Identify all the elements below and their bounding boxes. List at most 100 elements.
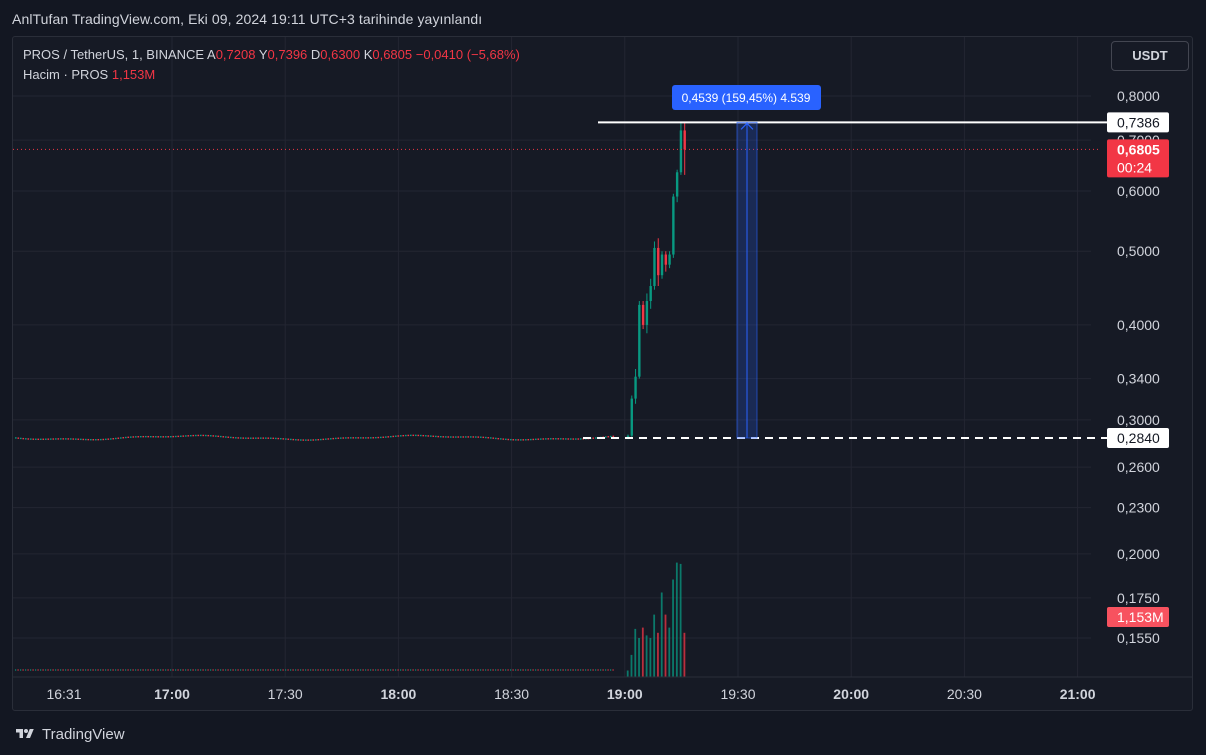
volume-bar-flat [535, 669, 537, 671]
volume-bar-flat [77, 669, 79, 671]
candle-flat [232, 436, 235, 439]
candle-flat [350, 437, 352, 439]
volume-bar-flat [310, 669, 312, 671]
volume-bar-flat [37, 669, 39, 671]
volume-bar-flat [42, 669, 44, 671]
candle-flat [242, 437, 245, 439]
volume-bar-flat [55, 669, 57, 671]
volume-bar-flat [470, 669, 472, 671]
volume-bar-flat [65, 669, 67, 671]
volume-bar-flat [575, 669, 577, 671]
volume-bar-flat [25, 669, 27, 671]
candle-flat [450, 436, 452, 438]
currency-button[interactable]: USDT [1111, 41, 1189, 71]
price-tick-label: 0,3000 [1117, 412, 1160, 428]
volume-bar-flat [450, 669, 452, 671]
volume-bar-flat [537, 669, 539, 671]
candle-flat [460, 436, 462, 438]
volume-bar-flat [477, 669, 479, 671]
candle-flat [487, 437, 490, 439]
candle-flat [507, 438, 510, 441]
candle-flat [135, 436, 137, 438]
candle-flat [610, 435, 612, 438]
volume-bar-flat [507, 669, 509, 671]
chart-canvas[interactable]: 0,4539 (159,45%) 4.539 0,80000,70000,600… [13, 37, 1193, 711]
volume-bar-flat [317, 669, 319, 671]
chart-panel[interactable]: 0,4539 (159,45%) 4.539 0,80000,70000,600… [12, 36, 1193, 711]
candle-flat [345, 437, 347, 439]
candle-flat [340, 437, 342, 439]
candle-flat [452, 436, 455, 438]
volume-bar-flat [192, 669, 194, 671]
candle-flat [225, 436, 227, 438]
volume-bar-flat [545, 669, 547, 671]
volume-bar-flat [590, 669, 592, 671]
candle-flat [415, 434, 417, 437]
volume-bar-flat [452, 669, 454, 671]
volume-bar-flat [597, 669, 599, 671]
candle-flat [70, 438, 72, 440]
volume-bar-flat [272, 669, 274, 671]
candle-flat [332, 437, 335, 440]
candle-flat [462, 436, 465, 438]
volume-bar-flat [550, 669, 552, 671]
volume-bar-flat [610, 669, 612, 671]
high-label: Y [258, 47, 268, 62]
volume-bar-flat [200, 669, 202, 671]
volume-bar-flat [172, 669, 174, 671]
volume-bar-flat [62, 669, 64, 671]
candle-flat [477, 436, 480, 438]
candle-flat [337, 437, 340, 439]
candle-flat [272, 437, 275, 440]
volume-bar-flat [260, 669, 262, 671]
candle-flat [107, 438, 110, 440]
candle-flat [255, 437, 257, 439]
volume-bar-flat [160, 669, 162, 671]
candle-body [664, 254, 667, 265]
candle-flat [325, 438, 327, 440]
volume-bar-flat [412, 669, 414, 671]
candle-flat [500, 438, 502, 440]
high-price-tag: 0,7386 [1117, 114, 1160, 130]
volume-bar-flat [527, 669, 529, 671]
candle-flat [497, 437, 500, 440]
volume-bar-flat [215, 669, 217, 671]
volume-bar-flat [417, 669, 419, 671]
volume-bar-flat [350, 669, 352, 671]
candle-flat [120, 437, 122, 439]
time-tick-label: 19:30 [720, 686, 755, 702]
volume-bar-flat [127, 669, 129, 671]
volume-bar-flat [595, 669, 597, 671]
symbol-name[interactable]: PROS / TetherUS, 1, BINANCE [23, 47, 205, 62]
low-label: D [310, 47, 321, 62]
volume-label[interactable]: Hacim · PROS [23, 67, 109, 82]
candle-flat [270, 437, 272, 439]
candle-flat [550, 438, 552, 440]
price-tick-label: 0,2600 [1117, 459, 1160, 475]
candle-body [679, 130, 683, 173]
volume-bar-flat [492, 669, 494, 671]
volume-bar-flat [447, 669, 449, 671]
volume-bar-flat [345, 669, 347, 671]
time-axis: 16:31 17:00 17:30 18:00 18:30 19:00 19:30 20:00… [13, 676, 1192, 702]
candle-flat [122, 437, 125, 439]
candle-flat [320, 438, 322, 441]
candle-flat [200, 434, 202, 437]
volume-bar-flat [562, 669, 564, 671]
volume-bar-flat [300, 669, 302, 671]
candle-flat [495, 437, 497, 440]
volume-bar-flat [142, 669, 144, 671]
volume-bar-flat [432, 669, 434, 671]
candle-flat [395, 435, 397, 437]
candle-flat [290, 438, 292, 441]
volume-bar-flat [247, 669, 249, 671]
candle-flat [580, 438, 582, 440]
candle-flat [110, 438, 112, 440]
candle-flat [35, 438, 37, 440]
volume-bar-flat [237, 669, 239, 671]
candle-flat [565, 438, 567, 440]
candle-flat [467, 436, 470, 438]
candle-flat [482, 436, 485, 439]
volume-bar-flat [542, 669, 544, 671]
volume-bar-flat [430, 669, 432, 671]
